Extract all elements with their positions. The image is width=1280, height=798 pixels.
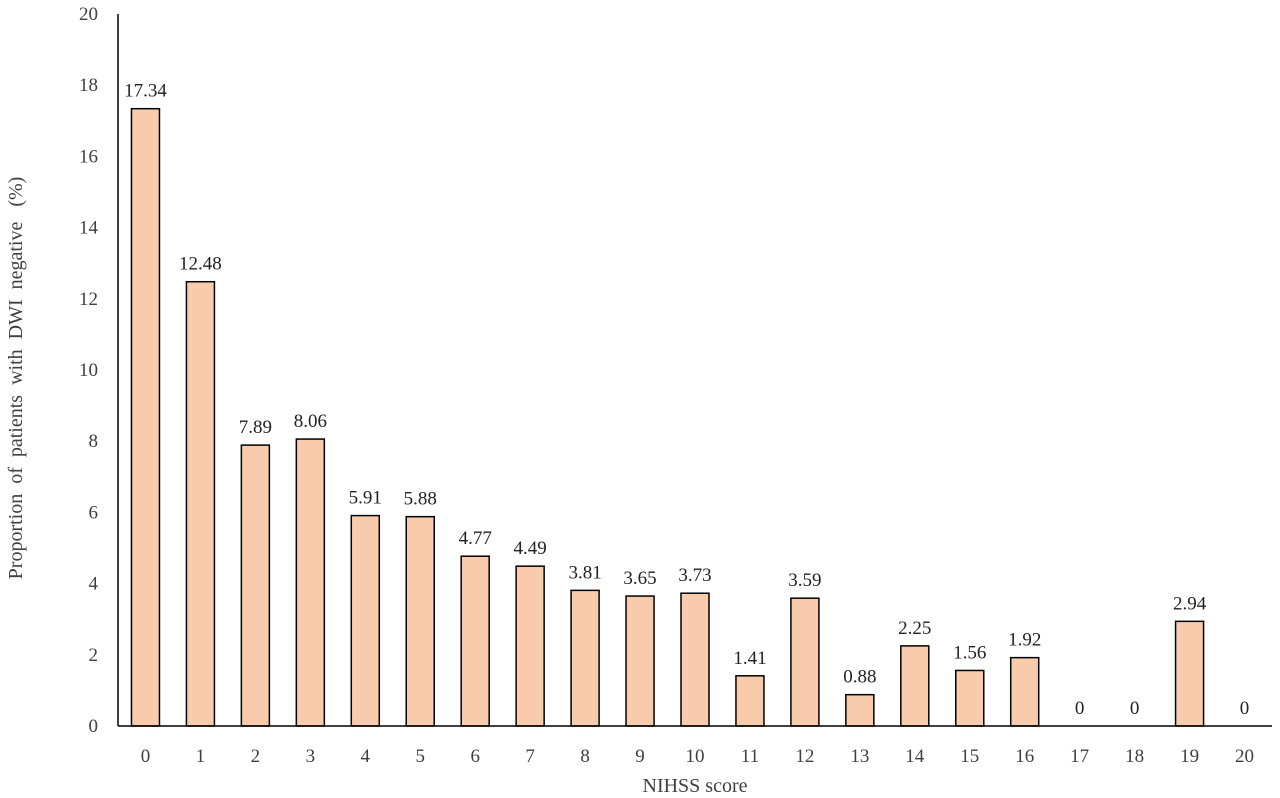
bars <box>130 107 1205 727</box>
bar <box>735 675 765 727</box>
data-label: 4.49 <box>514 538 547 559</box>
y-tick-label: 18 <box>79 75 98 96</box>
bar <box>680 592 710 727</box>
x-tick-label: 20 <box>1235 746 1254 767</box>
data-label: 0 <box>1075 698 1085 719</box>
data-label: 3.65 <box>623 568 656 589</box>
x-tick-label: 3 <box>306 746 316 767</box>
y-tick-label: 14 <box>79 218 99 239</box>
x-tick-label: 16 <box>1015 746 1034 767</box>
y-tick-label: 2 <box>89 645 99 666</box>
x-tick-label: 15 <box>960 746 979 767</box>
x-tick-label: 2 <box>251 746 261 767</box>
x-tick-label: 9 <box>635 746 645 767</box>
data-label: 1.41 <box>733 648 766 669</box>
x-tick-label: 7 <box>525 746 535 767</box>
data-label: 0 <box>1130 698 1140 719</box>
x-tick-label: 12 <box>795 746 814 767</box>
bar <box>130 107 161 727</box>
bar <box>955 669 985 727</box>
x-tick-label: 5 <box>415 746 425 767</box>
data-label: 0.88 <box>843 667 876 688</box>
data-label: 0 <box>1240 698 1250 719</box>
bar <box>1009 656 1040 727</box>
x-tick-label: 6 <box>470 746 480 767</box>
bar <box>1174 620 1205 727</box>
bar <box>900 645 930 727</box>
bar <box>845 693 875 727</box>
bar <box>460 555 490 727</box>
bar <box>350 514 381 727</box>
x-tick-label: 4 <box>361 746 371 767</box>
x-tick-label: 13 <box>850 746 869 767</box>
data-labels: 17.34 12.48 7.89 8.06 5.91 5.88 4.77 4.49 3.81 3.… <box>124 81 1249 719</box>
data-label: 1.92 <box>1008 630 1041 651</box>
x-tick-label: 11 <box>741 746 759 767</box>
data-label: 8.06 <box>294 411 327 432</box>
y-tick-label: 6 <box>89 502 99 523</box>
x-axis-ticks: 0 1 2 3 4 5 6 7 8 9 10 11 12 13 14 15 16 17 18 19 20 <box>141 746 1254 767</box>
bar <box>240 444 271 727</box>
data-label: 5.88 <box>404 489 437 510</box>
y-axis-ticks: 0 2 4 6 8 10 12 14 16 18 20 <box>79 4 99 737</box>
x-tick-label: 19 <box>1180 746 1199 767</box>
data-label: 3.81 <box>568 562 601 583</box>
bar <box>405 515 435 727</box>
bar <box>295 438 326 727</box>
y-tick-label: 8 <box>89 431 99 452</box>
data-label: 1.56 <box>953 642 986 663</box>
x-tick-label: 17 <box>1070 746 1089 767</box>
bar <box>185 280 216 727</box>
x-tick-label: 14 <box>905 746 925 767</box>
bar <box>570 589 600 727</box>
x-axis-title: NIHSS score <box>643 775 748 797</box>
data-label: 17.34 <box>124 81 167 102</box>
y-tick-label: 12 <box>79 289 98 310</box>
y-tick-label: 4 <box>89 574 99 595</box>
data-label: 2.94 <box>1173 593 1207 614</box>
bar <box>515 565 545 727</box>
data-label: 3.73 <box>678 565 711 586</box>
data-label: 4.77 <box>459 528 492 549</box>
data-label: 2.25 <box>898 618 931 639</box>
data-label: 3.59 <box>788 570 821 591</box>
y-tick-label: 20 <box>79 4 98 25</box>
x-tick-label: 18 <box>1125 746 1144 767</box>
x-tick-label: 10 <box>686 746 705 767</box>
data-label: 5.91 <box>349 488 382 509</box>
x-tick-label: 8 <box>580 746 590 767</box>
x-tick-label: 0 <box>141 746 151 767</box>
bar <box>625 595 655 727</box>
y-tick-label: 10 <box>79 360 98 381</box>
y-tick-label: 0 <box>89 716 99 737</box>
data-label: 12.48 <box>179 254 222 275</box>
data-label: 7.89 <box>239 417 272 438</box>
bar <box>790 597 820 727</box>
y-tick-label: 16 <box>79 146 98 167</box>
x-tick-label: 1 <box>196 746 206 767</box>
y-axis-title: Proportion of patients with DWI negative… <box>5 177 27 580</box>
